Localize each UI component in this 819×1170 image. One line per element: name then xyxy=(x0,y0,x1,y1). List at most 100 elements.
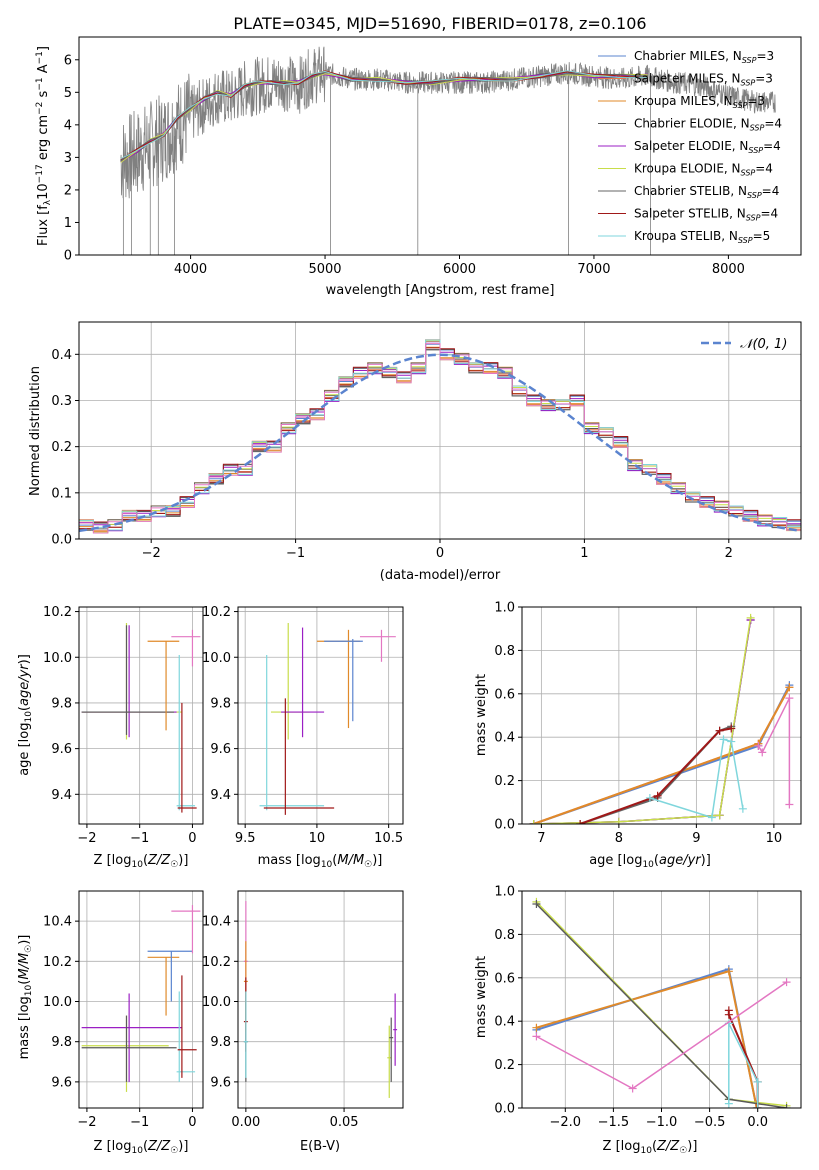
weight-z-xlabel: Z [log10(Z/Z☉)] xyxy=(603,1139,698,1156)
panel-ticks: 0.00 0.05 9.6 9.8 10.0 10.2 10.4 xyxy=(202,915,359,1130)
weight-marker xyxy=(753,1104,762,1108)
weight-marker xyxy=(754,741,763,750)
legend-label: Kroupa STELIB, NSSP=5 xyxy=(634,229,770,245)
weight-line xyxy=(533,686,791,824)
figure-title: PLATE=0345, MJD=51690, FIBERID=0178, z=0… xyxy=(233,14,646,33)
x-tick-label: 0.0 xyxy=(747,1115,768,1130)
normal-legend-label: 𝒩(0, 1) xyxy=(740,337,787,352)
y-tick-label: 1 xyxy=(64,216,72,231)
y-tick-label: 4 xyxy=(64,118,72,133)
y-tick-label: 10.2 xyxy=(202,605,231,620)
weight-marker xyxy=(628,1084,637,1093)
x-tick-label: 4000 xyxy=(174,262,207,277)
x-tick-label: 0.05 xyxy=(330,1115,359,1130)
weight-marker xyxy=(576,820,585,824)
y-tick-label: 0.4 xyxy=(51,348,72,363)
x-tick-label: −1 xyxy=(130,1115,149,1130)
age-mass-xlabel: mass [log10(M/M☉)] xyxy=(258,853,383,870)
y-tick-label: 0.0 xyxy=(494,1102,515,1117)
residuals-panel: −2 −1 0 1 2 0.0 0.1 0.2 0.3 0.4 (data-model)/erro… xyxy=(28,321,802,583)
panel-marks xyxy=(81,622,201,813)
y-tick-label: 5 xyxy=(64,86,72,101)
panel-grid xyxy=(79,607,203,824)
y-tick-label: 9.8 xyxy=(51,1035,72,1050)
y-tick-label: 0.2 xyxy=(494,774,515,789)
x-tick-label: 8 xyxy=(615,831,623,846)
y-tick-label: 9.4 xyxy=(51,788,72,803)
x-tick-label: 8000 xyxy=(712,262,745,277)
y-tick-label: 10.2 xyxy=(202,955,231,970)
panel-marks xyxy=(81,905,201,1092)
y-tick-label: 0.6 xyxy=(494,687,515,702)
age_vs_mass-panel: 9.5 10 10.5 9.4 9.6 9.8 10.0 10.2 xyxy=(202,605,404,846)
panel-frame xyxy=(237,890,404,1109)
panel-marks xyxy=(532,897,791,1108)
y-tick-label: 0.4 xyxy=(494,731,515,746)
weight-marker xyxy=(719,735,728,744)
panel-frame xyxy=(521,606,802,825)
mass_weight_vs_age-panel: 7 8 9 10 0.0 0.2 0.4 0.6 0.8 1.0 xyxy=(494,601,802,847)
x-tick-label: −2 xyxy=(142,546,161,561)
panel-grid xyxy=(238,891,403,1108)
x-tick-label: −1.5 xyxy=(598,1115,630,1130)
y-tick-label: 0 xyxy=(64,249,72,264)
weight-age-xlabel: age [log10(age/yr)] xyxy=(589,853,711,870)
y-tick-label: 10.0 xyxy=(202,651,231,666)
y-tick-label: 2 xyxy=(64,183,72,198)
weight-marker xyxy=(782,1104,791,1108)
age-z-ylabel: age [log10(age/yr)] xyxy=(17,654,34,776)
mass-ebv-xlabel: E(B-V) xyxy=(300,1139,340,1154)
weight-marker xyxy=(727,724,736,733)
legend-label: Chabrier MILES, NSSP=3 xyxy=(634,49,774,65)
weight-line xyxy=(579,727,732,824)
panel-ticks: −2 −1 0 9.6 9.8 10.0 10.2 10.4 xyxy=(43,915,197,1130)
y-tick-label: 9.8 xyxy=(210,696,231,711)
residuals-histograms xyxy=(79,339,801,534)
x-tick-label: 9 xyxy=(692,831,700,846)
panel-ticks: 9.5 10 10.5 9.4 9.6 9.8 10.0 10.2 xyxy=(202,605,403,846)
x-tick-label: 6000 xyxy=(443,262,476,277)
y-tick-label: 10.0 xyxy=(43,651,72,666)
weight-marker xyxy=(753,1077,762,1086)
weight-marker xyxy=(785,800,794,809)
normal-curve xyxy=(78,353,802,533)
panel-grid xyxy=(79,891,203,1108)
x-tick-label: −1 xyxy=(130,831,149,846)
weight-marker xyxy=(782,978,791,987)
weight-marker xyxy=(758,748,767,757)
y-tick-label: 3 xyxy=(64,151,72,166)
y-tick-label: 9.8 xyxy=(210,1035,231,1050)
y-tick-label: 0.1 xyxy=(51,486,72,501)
weight-marker xyxy=(532,900,541,909)
y-tick-label: 10.0 xyxy=(202,995,231,1010)
weight-marker xyxy=(707,813,716,822)
x-tick-label: 2 xyxy=(725,546,733,561)
age-z-xlabel: Z [log10(Z/Z☉)] xyxy=(94,853,189,870)
legend-label: Salpeter STELIB, NSSP=4 xyxy=(634,207,778,223)
weight-marker xyxy=(724,1010,733,1019)
residuals-ticks: −2 −1 0 1 2 0.0 0.1 0.2 0.3 0.4 xyxy=(51,348,733,561)
panel-ticks: 7 8 9 10 0.0 0.2 0.4 0.6 0.8 1.0 xyxy=(494,601,782,847)
weight-marker xyxy=(724,967,733,976)
weight-line xyxy=(536,970,758,1108)
x-tick-label: 10 xyxy=(309,831,326,846)
x-tick-label: −0.5 xyxy=(694,1115,726,1130)
x-tick-label: −2 xyxy=(77,1115,96,1130)
x-tick-label: 10.5 xyxy=(374,831,403,846)
weight-marker xyxy=(785,694,794,703)
y-tick-label: 0.0 xyxy=(494,818,515,833)
panel-frame xyxy=(78,606,204,825)
spectrum-xlabel: wavelength [Angstrom, rest frame] xyxy=(326,283,555,298)
weight-marker xyxy=(785,683,794,692)
panel-frame xyxy=(237,606,404,825)
weight-marker xyxy=(532,1032,541,1041)
model-spectrum xyxy=(120,70,648,160)
legend-label: Chabrier ELODIE, NSSP=4 xyxy=(634,117,782,133)
y-tick-label: 9.6 xyxy=(51,742,72,757)
legend-label: Salpeter ELODIE, NSSP=4 xyxy=(634,139,781,155)
weight-marker xyxy=(614,817,623,824)
weight-line xyxy=(533,617,752,824)
x-tick-label: 0.00 xyxy=(231,1115,260,1130)
legend-label: Kroupa MILES, NSSP=3 xyxy=(634,94,765,110)
weight-z-ylabel: mass weight xyxy=(474,956,489,1038)
